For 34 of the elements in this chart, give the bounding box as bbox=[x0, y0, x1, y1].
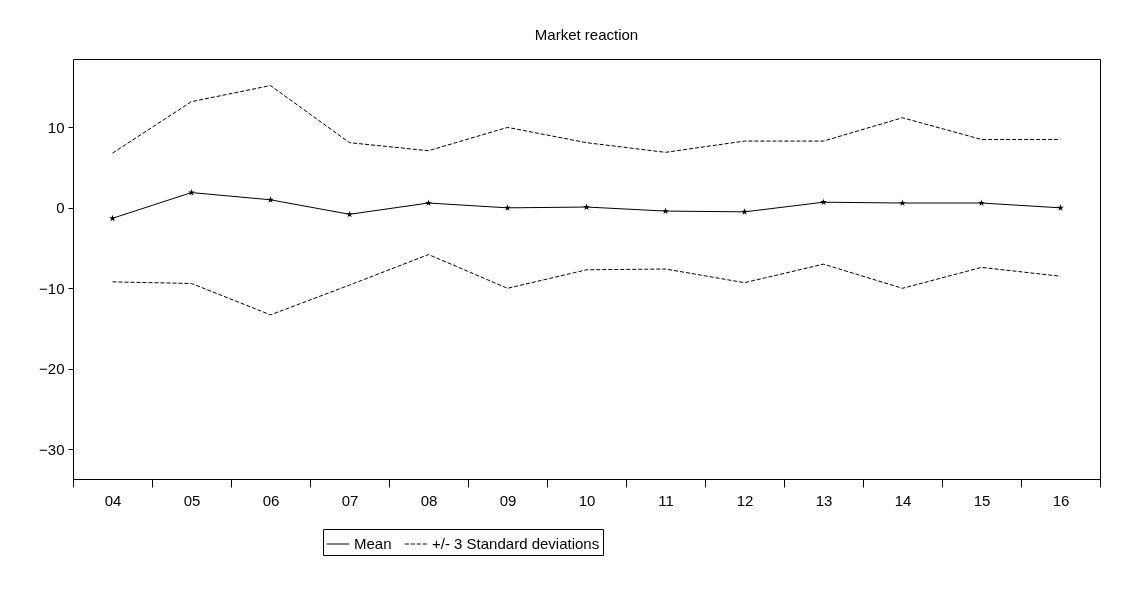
x-tick-label: 06 bbox=[262, 491, 280, 509]
line-series bbox=[112, 254, 1061, 316]
x-tick-label: 13 bbox=[815, 491, 833, 509]
x-tick-label: 15 bbox=[973, 491, 991, 509]
x-tick-label: 05 bbox=[183, 491, 201, 509]
x-tick-label: 12 bbox=[736, 491, 754, 509]
x-tick-label: 10 bbox=[578, 491, 596, 509]
x-tick-label: 04 bbox=[104, 491, 122, 509]
point bbox=[188, 189, 195, 196]
x-tick-label: 14 bbox=[894, 491, 912, 509]
point bbox=[820, 198, 827, 206]
y-tick-label: −30 bbox=[39, 440, 65, 458]
point bbox=[899, 199, 906, 206]
x-tick-label: 08 bbox=[420, 491, 438, 509]
x-tick-label: 09 bbox=[499, 491, 517, 509]
point bbox=[504, 204, 511, 211]
point bbox=[267, 196, 274, 203]
point bbox=[1057, 204, 1064, 211]
point bbox=[425, 199, 432, 206]
line-series bbox=[112, 85, 1061, 154]
point bbox=[109, 214, 116, 222]
chart-title: Market reaction bbox=[534, 26, 639, 43]
y-tick-label: 10 bbox=[47, 118, 65, 136]
legend-label: Mean bbox=[354, 535, 392, 552]
y-tick-label: 0 bbox=[56, 199, 65, 217]
x-tick-label: 11 bbox=[658, 491, 674, 509]
y-tick-label: −20 bbox=[39, 360, 65, 378]
point bbox=[741, 208, 748, 215]
point bbox=[978, 199, 985, 206]
x-tick-label: 07 bbox=[341, 491, 359, 509]
legend-label: +/- 3 Standard deviations bbox=[432, 535, 600, 552]
x-tick-label: 16 bbox=[1052, 491, 1070, 509]
point bbox=[346, 210, 353, 218]
y-tick-label: −10 bbox=[39, 279, 65, 297]
